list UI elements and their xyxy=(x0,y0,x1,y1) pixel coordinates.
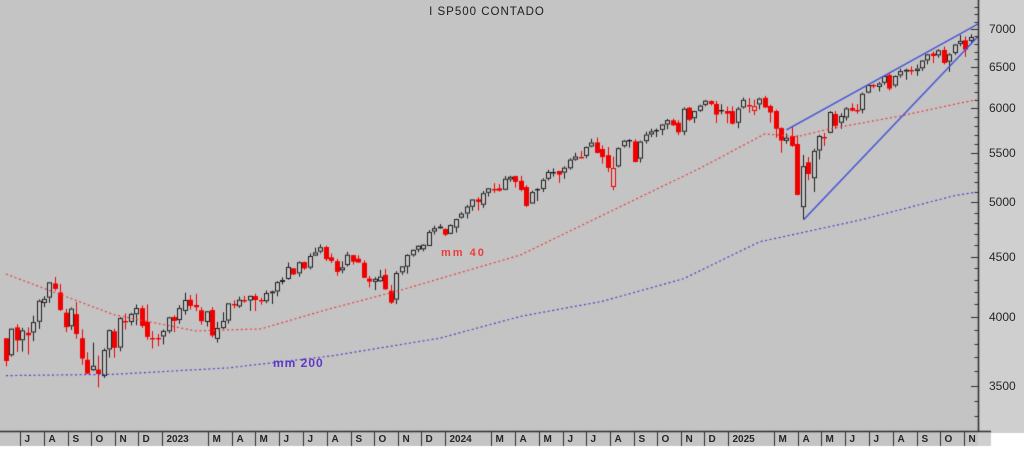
price-chart[interactable] xyxy=(0,0,1024,453)
chart-window: I SP500 CONTADO mm 40 mm 200 7000 6500 600… xyxy=(0,0,1024,453)
